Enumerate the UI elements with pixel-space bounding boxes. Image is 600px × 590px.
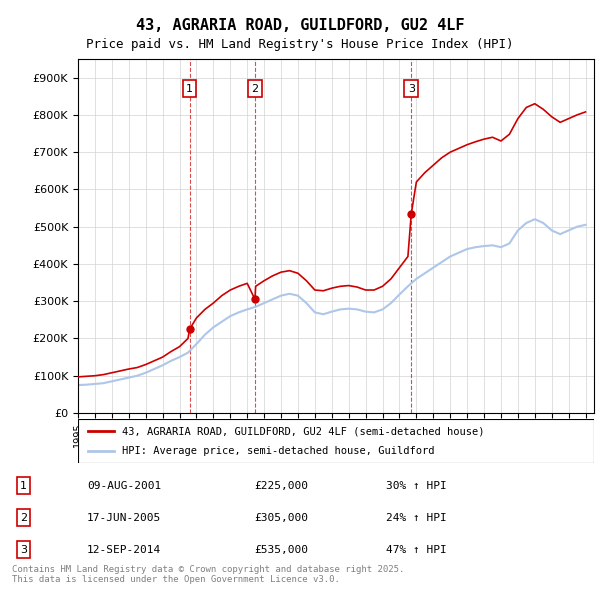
Text: 30% ↑ HPI: 30% ↑ HPI: [386, 481, 447, 490]
Text: 43, AGRARIA ROAD, GUILDFORD, GU2 4LF: 43, AGRARIA ROAD, GUILDFORD, GU2 4LF: [136, 18, 464, 32]
Text: £225,000: £225,000: [254, 481, 308, 490]
Text: 12-SEP-2014: 12-SEP-2014: [87, 545, 161, 555]
Text: 24% ↑ HPI: 24% ↑ HPI: [386, 513, 447, 523]
Text: 09-AUG-2001: 09-AUG-2001: [87, 481, 161, 490]
Text: £305,000: £305,000: [254, 513, 308, 523]
Text: 3: 3: [408, 84, 415, 94]
Text: 1: 1: [186, 84, 193, 94]
Text: 43, AGRARIA ROAD, GUILDFORD, GU2 4LF (semi-detached house): 43, AGRARIA ROAD, GUILDFORD, GU2 4LF (se…: [122, 427, 484, 436]
FancyBboxPatch shape: [78, 419, 594, 463]
Text: 1: 1: [20, 481, 27, 490]
Text: 2: 2: [251, 84, 259, 94]
Text: 47% ↑ HPI: 47% ↑ HPI: [386, 545, 447, 555]
Text: HPI: Average price, semi-detached house, Guildford: HPI: Average price, semi-detached house,…: [122, 446, 434, 455]
Text: £535,000: £535,000: [254, 545, 308, 555]
Text: 2: 2: [20, 513, 27, 523]
Text: Contains HM Land Registry data © Crown copyright and database right 2025.
This d: Contains HM Land Registry data © Crown c…: [12, 565, 404, 584]
Text: 17-JUN-2005: 17-JUN-2005: [87, 513, 161, 523]
Text: Price paid vs. HM Land Registry's House Price Index (HPI): Price paid vs. HM Land Registry's House …: [86, 38, 514, 51]
Text: 3: 3: [20, 545, 27, 555]
